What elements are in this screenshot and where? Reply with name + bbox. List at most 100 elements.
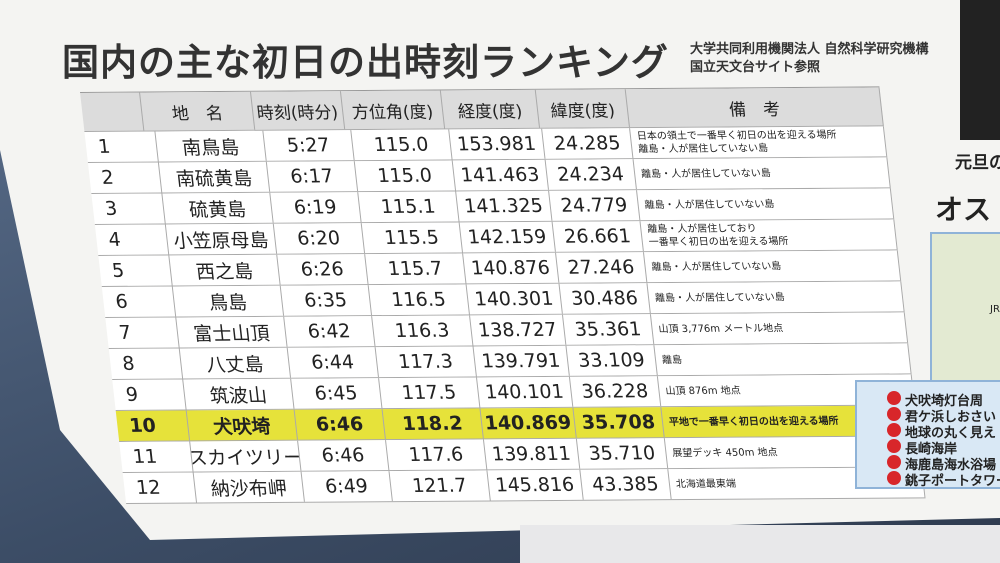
rank-cell: 6 — [101, 286, 177, 317]
remark-cell: 離島・人が居住していない島 — [643, 250, 902, 283]
place-cell: 八丈島 — [179, 347, 291, 379]
value-cell: 117.6 — [385, 439, 488, 471]
spot-name: 長崎海岸 — [905, 442, 958, 457]
value-cell: 35.710 — [576, 438, 669, 469]
rank-cell: 5 — [98, 255, 173, 286]
remark-cell: 離島・人が居住していない島 — [636, 188, 895, 221]
spot-item: 銚子ポートタワー・ — [887, 470, 1000, 489]
value-cell: 6:46 — [294, 409, 386, 440]
value-cell: 36.228 — [569, 376, 662, 407]
side-map: JR — [930, 232, 1000, 396]
spot-name: 君ケ浜しおさい — [905, 410, 997, 425]
value-cell: 116.3 — [372, 315, 474, 347]
spot-badge — [887, 439, 901, 453]
rank-cell: 2 — [87, 162, 163, 193]
rank-cell: 11 — [119, 441, 194, 472]
value-cell: 139.791 — [473, 345, 570, 377]
value-cell: 142.159 — [459, 221, 556, 253]
table-row: 12 納沙布岬 6:49 121.7 145.816 43.385 北海道最東端 — [122, 467, 926, 504]
spot-item: 地球の丸く見え — [887, 422, 996, 441]
value-cell: 6:19 — [269, 192, 362, 223]
spot-list: 犬吠埼灯台周君ケ浜しおさい地球の丸く見え長崎海岸海鹿島海水浴場銚子ポートタワー・ — [855, 380, 1000, 489]
value-cell: 117.3 — [375, 346, 477, 378]
value-cell: 5:27 — [263, 130, 355, 161]
place-cell: 富士山頂 — [176, 316, 288, 348]
place-cell: 犬吠埼 — [186, 409, 298, 441]
value-cell: 6:44 — [287, 347, 379, 378]
value-cell: 26.661 — [552, 221, 644, 252]
floor — [520, 525, 1000, 563]
header-cell: 備 考 — [625, 87, 884, 128]
rank-cell: 8 — [108, 348, 184, 379]
value-cell: 118.2 — [382, 408, 484, 440]
value-cell: 35.708 — [573, 407, 665, 438]
side-heading: オス — [935, 193, 992, 226]
value-cell: 6:26 — [276, 254, 369, 285]
map-label: JR — [990, 304, 1000, 315]
value-cell: 121.7 — [389, 470, 491, 502]
value-cell: 6:45 — [290, 378, 383, 409]
sign-title: 国内の主な初日の出時刻ランキング — [62, 41, 669, 84]
spot-item: 犬吠埼灯台周 — [887, 390, 983, 409]
spot-item: 君ケ浜しおさい — [887, 406, 996, 425]
value-cell: 139.811 — [483, 438, 581, 470]
value-cell: 140.101 — [476, 376, 574, 408]
side-caption: 元旦の — [955, 153, 1000, 173]
value-cell: 141.325 — [455, 190, 553, 222]
value-cell: 145.816 — [487, 469, 584, 501]
value-cell: 6:42 — [283, 316, 376, 347]
remark-cell: 離島・人が居住していない島 — [633, 157, 891, 190]
place-cell: 硫黄島 — [162, 192, 274, 224]
value-cell: 24.779 — [548, 190, 641, 221]
header-cell: 地 名 — [140, 91, 255, 131]
value-cell: 30.486 — [559, 283, 651, 314]
rank-cell: 12 — [122, 472, 198, 503]
remark-cell: 日本の領土で一番早く初日の出を迎える場所 離島・人が居住していない島 — [630, 126, 888, 159]
place-cell: 納沙布岬 — [193, 471, 305, 503]
ranking-table: 地 名時刻(時分) 方位角(度) 経度(度) 緯度(度) 備 考 1 南鳥島 5:27 115.… — [80, 86, 926, 504]
spot-badge — [887, 407, 901, 421]
value-cell: 115.5 — [361, 222, 463, 254]
value-cell: 140.869 — [480, 407, 577, 439]
place-cell: 西之島 — [169, 254, 281, 286]
header-cell: 緯度(度) — [535, 89, 631, 128]
source-line: 国立天文台サイト参照 — [690, 60, 821, 75]
value-cell: 6:49 — [301, 471, 393, 502]
value-cell: 140.301 — [466, 283, 563, 315]
rank-cell: 9 — [112, 379, 187, 410]
side-photo — [960, 0, 1000, 140]
place-cell: 小笠原母島 — [165, 223, 277, 255]
remark-cell: 山頂 3,776m メートル地点 — [650, 312, 909, 345]
rank-cell: 1 — [84, 131, 159, 162]
source-line: 大学共同利用機関法人 自然科学研究機構 — [690, 42, 929, 57]
value-cell: 24.285 — [541, 128, 634, 159]
place-cell: 鳥島 — [172, 285, 284, 317]
value-cell: 6:35 — [280, 285, 372, 316]
value-cell: 24.234 — [545, 159, 637, 190]
header-cell: 方位角(度) — [340, 90, 445, 130]
remark-cell: 離島 — [654, 343, 912, 376]
remark-cell: 離島・人が居住しており 一番早く初日の出を迎える場所 — [640, 219, 898, 252]
remark-cell: 離島・人が居住していない島 — [647, 281, 905, 314]
place-cell: 筑波山 — [183, 378, 295, 410]
rank-cell: 10 — [115, 410, 191, 441]
spot-badge — [887, 455, 901, 469]
value-cell: 6:46 — [297, 440, 390, 471]
value-cell: 27.246 — [555, 252, 648, 283]
spot-name: 銚子ポートタワー・ — [905, 474, 1000, 489]
place-cell: 南硫黄島 — [159, 161, 270, 193]
rank-cell: 4 — [94, 224, 170, 255]
rank-cell: 7 — [105, 317, 180, 348]
spot-name: 犬吠埼灯台周 — [905, 394, 984, 409]
spot-item: 長崎海岸 — [887, 438, 957, 457]
header-cell: 時刻(時分) — [250, 91, 345, 130]
value-cell: 115.1 — [358, 191, 460, 223]
spot-badge — [887, 471, 901, 485]
spot-item: 海鹿島海水浴場 — [887, 454, 996, 473]
place-cell: 南鳥島 — [155, 130, 267, 162]
value-cell: 117.5 — [378, 377, 481, 409]
place-cell: スカイツリー — [190, 440, 302, 472]
spot-badge — [887, 423, 901, 437]
spot-name: 地球の丸く見え — [905, 426, 997, 441]
